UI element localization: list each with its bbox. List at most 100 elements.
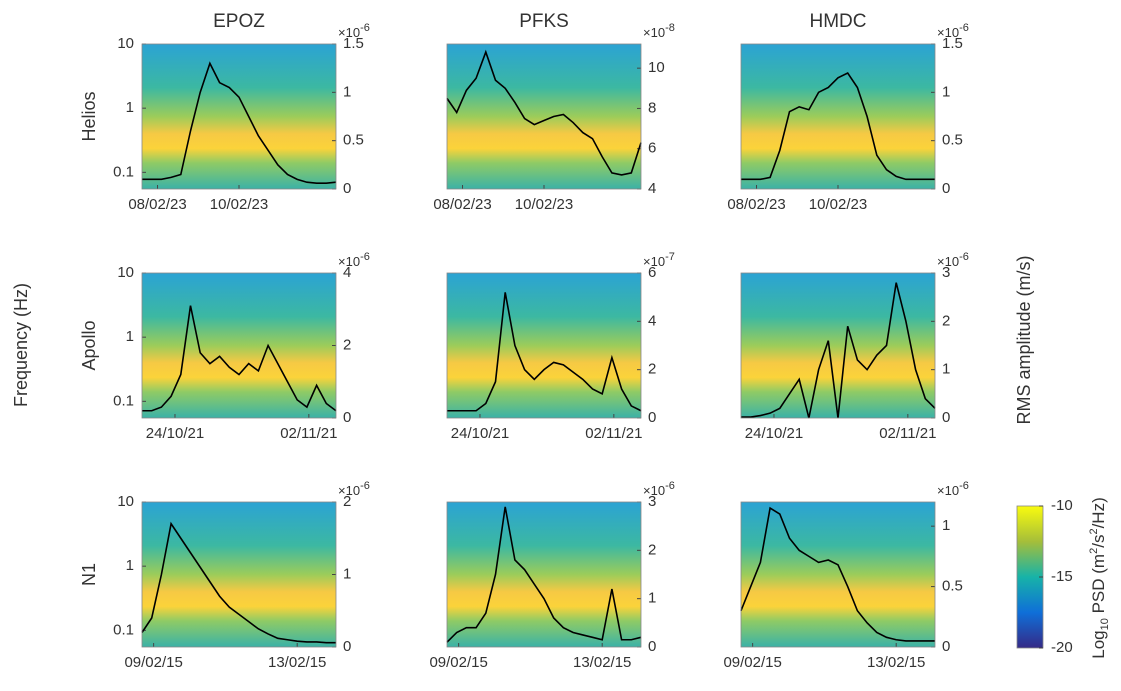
- spectrogram: [741, 502, 935, 647]
- column-title: PFKS: [519, 11, 569, 32]
- spectrogram: [741, 273, 935, 418]
- y2-tick-label: 1.5: [343, 35, 364, 52]
- multiplier-exponent: -6: [360, 22, 370, 34]
- y2-tick-label: 0: [343, 180, 351, 197]
- rms-line: [446, 506, 642, 643]
- y2-tick-label: 4: [648, 312, 656, 329]
- y2-tick-label: 1: [942, 361, 950, 378]
- row-label: Helios: [79, 91, 99, 141]
- panel-frame: [141, 43, 337, 190]
- y2-multiplier: ×10-7: [643, 251, 675, 270]
- y-tick-label: 10: [117, 264, 134, 281]
- y-tick-label: 10: [117, 35, 134, 52]
- y2-multiplier: ×10-6: [937, 480, 969, 499]
- y2-tick-label: 1: [942, 83, 950, 100]
- x-tick-label: 09/02/15: [124, 654, 182, 671]
- x-tick-label: 13/02/15: [867, 654, 925, 671]
- y2-tick-label: 0: [648, 638, 656, 655]
- panel-frame: [446, 272, 642, 419]
- y2-tick-label: 2: [343, 336, 351, 353]
- multiplier-exponent: -8: [665, 22, 675, 34]
- panel-frame: [446, 43, 642, 190]
- panel-frame: [740, 501, 936, 648]
- rms-line: [142, 61, 337, 184]
- panel-frame: [740, 272, 936, 419]
- x-tick-label: 08/02/23: [727, 196, 785, 213]
- y2-tick-label: 10: [648, 59, 665, 76]
- row-label: N1: [79, 563, 99, 586]
- spectrogram: [741, 44, 935, 189]
- x-tick-label: 24/10/21: [451, 425, 509, 442]
- multiplier-exponent: -6: [360, 251, 370, 263]
- y2-tick-label: 0: [942, 180, 950, 197]
- multiplier-base: ×10: [643, 25, 665, 40]
- panel-frame: [446, 501, 642, 648]
- y-tick-label: 1: [126, 99, 134, 116]
- y2-tick-label: 2: [343, 493, 351, 510]
- y-tick-label: 1: [126, 328, 134, 345]
- rms-line: [740, 506, 935, 642]
- y2-tick-label: 0: [942, 409, 950, 426]
- multiplier-exponent: -6: [959, 251, 969, 263]
- spectrogram: [142, 273, 336, 418]
- y2-tick-label: 6: [648, 140, 656, 157]
- x-tick-label: 13/02/15: [573, 654, 631, 671]
- colorbar-label-part: PSD (m: [1089, 554, 1108, 618]
- x-tick-label: 10/02/23: [515, 196, 573, 213]
- column-title: HMDC: [810, 11, 867, 32]
- x-tick-label: 09/02/15: [429, 654, 487, 671]
- colorbar-label: Log10 PSD (m2/s2/Hz): [1088, 497, 1111, 659]
- colorbar-label-part: 10: [1099, 618, 1111, 630]
- y2-tick-label: 0: [343, 409, 351, 426]
- multiplier-exponent: -6: [360, 480, 370, 492]
- y-tick-label: 0.1: [113, 163, 134, 180]
- multiplier-base: ×10: [643, 483, 665, 498]
- row-label: Apollo: [79, 320, 99, 370]
- y-tick-label: 0.1: [113, 392, 134, 409]
- multiplier-base: ×10: [338, 25, 360, 40]
- panel-frame: [740, 43, 936, 190]
- x-tick-label: 08/02/23: [128, 196, 186, 213]
- x-tick-label: 08/02/23: [433, 196, 491, 213]
- multiplier-base: ×10: [643, 254, 665, 269]
- y2-multiplier: ×10-6: [937, 22, 969, 41]
- x-tick-label: 24/10/21: [146, 425, 204, 442]
- colorbar-label-part: /s: [1089, 535, 1108, 548]
- panel-frame: [141, 501, 337, 648]
- colorbar-label-part: Log: [1089, 630, 1108, 658]
- spectrogram: [142, 502, 336, 647]
- rms-line: [141, 521, 336, 644]
- y2-tick-label: 1: [343, 83, 351, 100]
- column-title: EPOZ: [213, 11, 265, 32]
- rms-line: [142, 305, 337, 412]
- x-tick-label: 09/02/15: [723, 654, 781, 671]
- rms-line: [446, 49, 642, 176]
- y2-multiplier: ×10-6: [338, 251, 370, 270]
- y2-tick-label: 6: [648, 264, 656, 281]
- y2-multiplier: ×10-6: [643, 480, 675, 499]
- colorbar-label-part: 2: [1088, 548, 1100, 554]
- y2-multiplier: ×10-6: [338, 480, 370, 499]
- x-tick-label: 10/02/23: [210, 196, 268, 213]
- multiplier-exponent: -7: [665, 251, 675, 263]
- y2-tick-label: 2: [648, 361, 656, 378]
- y2-tick-label: 8: [648, 99, 656, 116]
- multiplier-base: ×10: [937, 254, 959, 269]
- y2-multiplier: ×10-8: [643, 22, 675, 41]
- multiplier-exponent: -6: [959, 480, 969, 492]
- y2-tick-label: 3: [648, 493, 656, 510]
- multiplier-base: ×10: [937, 25, 959, 40]
- multiplier-base: ×10: [338, 483, 360, 498]
- x-tick-label: 02/11/21: [280, 425, 337, 442]
- y2-tick-label: 0.5: [942, 578, 963, 595]
- y2-tick-label: 2: [942, 312, 950, 329]
- y2-axis-label: RMS amplitude (m/s): [1014, 255, 1034, 424]
- colorbar-tick-label: -15: [1051, 568, 1073, 585]
- y2-tick-label: 2: [648, 541, 656, 558]
- y2-tick-label: 1.5: [942, 35, 963, 52]
- multiplier-exponent: -6: [959, 22, 969, 34]
- rms-line: [447, 292, 642, 412]
- multiplier-base: ×10: [338, 254, 360, 269]
- colorbar-label-part: /Hz): [1089, 497, 1108, 528]
- y2-tick-label: 1: [942, 517, 950, 534]
